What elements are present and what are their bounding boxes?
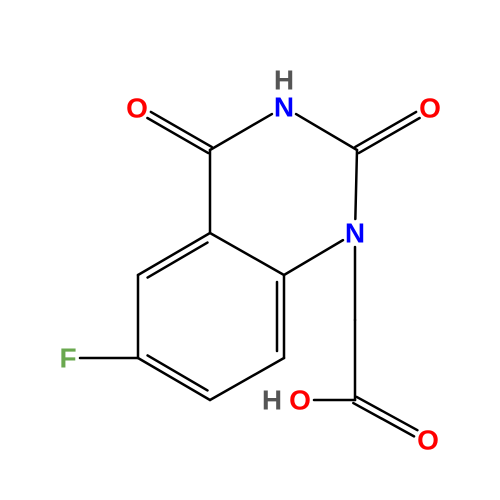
atom-o-dbl: O xyxy=(417,425,439,456)
atom-o-right: O xyxy=(419,93,441,124)
atom-h-acid: H xyxy=(262,385,282,416)
atom-o-left: O xyxy=(126,93,148,124)
atom-n-mid: N xyxy=(345,218,365,249)
molecule-diagram: NHOONFOHO xyxy=(0,0,500,500)
atom-o-oh: O xyxy=(289,385,311,416)
atom-f: F xyxy=(59,343,76,374)
atom-n-top: N xyxy=(274,92,294,123)
atom-h-top: H xyxy=(274,65,294,96)
